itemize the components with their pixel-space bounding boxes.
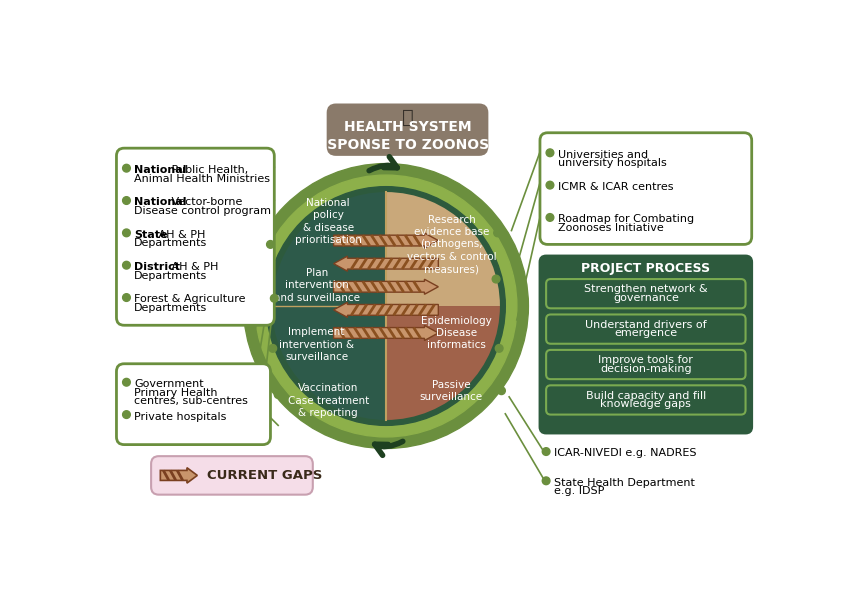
Text: Implement
intervention &
surveillance: Implement intervention & surveillance bbox=[279, 327, 354, 362]
Text: Improve tools for: Improve tools for bbox=[598, 355, 693, 365]
FancyBboxPatch shape bbox=[539, 133, 751, 244]
Circle shape bbox=[255, 175, 516, 437]
Text: 🦟: 🦟 bbox=[401, 108, 413, 127]
Text: Strengthen network &: Strengthen network & bbox=[584, 285, 707, 295]
Text: ICAR-NIVEDI e.g. NADRES: ICAR-NIVEDI e.g. NADRES bbox=[553, 448, 695, 458]
Circle shape bbox=[123, 294, 130, 301]
Text: HEALTH SYSTEM
RESPONSE TO ZOONOSES: HEALTH SYSTEM RESPONSE TO ZOONOSES bbox=[307, 120, 508, 152]
Circle shape bbox=[545, 181, 553, 189]
Text: National: National bbox=[134, 197, 187, 208]
Text: Disease control program: Disease control program bbox=[134, 206, 271, 216]
Circle shape bbox=[492, 275, 499, 283]
Circle shape bbox=[545, 213, 553, 221]
Text: Roadmap for Combating: Roadmap for Combating bbox=[557, 215, 693, 224]
Text: Private hospitals: Private hospitals bbox=[134, 412, 227, 422]
Text: State Health Department: State Health Department bbox=[553, 478, 694, 487]
Circle shape bbox=[123, 197, 130, 205]
Text: university hospitals: university hospitals bbox=[557, 158, 665, 168]
Circle shape bbox=[545, 149, 553, 157]
Circle shape bbox=[267, 187, 504, 425]
Circle shape bbox=[123, 378, 130, 386]
Text: Vector-borne: Vector-borne bbox=[168, 197, 242, 208]
Text: centres, sub-centres: centres, sub-centres bbox=[134, 396, 248, 406]
Text: Forest & Agriculture: Forest & Agriculture bbox=[134, 295, 245, 304]
Circle shape bbox=[274, 391, 282, 398]
Text: Understand drivers of: Understand drivers of bbox=[584, 320, 705, 330]
Text: District: District bbox=[134, 262, 180, 272]
FancyBboxPatch shape bbox=[545, 350, 745, 379]
Text: Primary Health: Primary Health bbox=[134, 388, 217, 398]
FancyBboxPatch shape bbox=[545, 314, 745, 344]
Text: Passive
surveillance: Passive surveillance bbox=[419, 380, 482, 402]
Circle shape bbox=[243, 164, 527, 448]
FancyArrow shape bbox=[333, 326, 438, 340]
FancyBboxPatch shape bbox=[326, 104, 488, 156]
Text: Zoonoses Initiative: Zoonoses Initiative bbox=[557, 223, 663, 233]
Text: Public Health,: Public Health, bbox=[168, 165, 248, 175]
Circle shape bbox=[123, 164, 130, 172]
Text: Build capacity and fill: Build capacity and fill bbox=[585, 391, 705, 401]
FancyBboxPatch shape bbox=[151, 456, 313, 495]
FancyBboxPatch shape bbox=[545, 279, 745, 308]
Wedge shape bbox=[272, 192, 385, 420]
Text: knowledge gaps: knowledge gaps bbox=[600, 399, 690, 409]
Text: National: National bbox=[134, 165, 187, 175]
Text: AH & PH: AH & PH bbox=[155, 229, 205, 240]
FancyArrow shape bbox=[333, 302, 438, 317]
Circle shape bbox=[267, 241, 274, 248]
Wedge shape bbox=[385, 306, 499, 420]
Circle shape bbox=[268, 345, 276, 352]
Circle shape bbox=[123, 411, 130, 419]
Text: Research
evidence base
(pathogens,
vectors & control
measures): Research evidence base (pathogens, vecto… bbox=[406, 215, 496, 274]
FancyBboxPatch shape bbox=[117, 364, 270, 445]
Text: Animal Health Ministries: Animal Health Ministries bbox=[134, 174, 270, 184]
Circle shape bbox=[542, 448, 550, 455]
FancyArrow shape bbox=[333, 279, 438, 294]
Text: Departments: Departments bbox=[134, 270, 207, 280]
Text: Universities and: Universities and bbox=[557, 149, 647, 160]
FancyBboxPatch shape bbox=[117, 148, 274, 325]
Text: AH & PH: AH & PH bbox=[168, 262, 218, 272]
Circle shape bbox=[493, 229, 501, 237]
Text: e.g. IDSP: e.g. IDSP bbox=[553, 486, 603, 496]
Text: PROJECT PROCESS: PROJECT PROCESS bbox=[580, 262, 710, 275]
Circle shape bbox=[123, 262, 130, 269]
Text: Vaccination
Case treatment
& reporting: Vaccination Case treatment & reporting bbox=[287, 383, 368, 418]
Text: ICMR & ICAR centres: ICMR & ICAR centres bbox=[557, 182, 672, 192]
Text: State: State bbox=[134, 229, 168, 240]
FancyArrow shape bbox=[333, 256, 438, 271]
FancyArrow shape bbox=[333, 233, 438, 248]
Circle shape bbox=[495, 345, 503, 352]
Circle shape bbox=[123, 229, 130, 237]
Text: governance: governance bbox=[613, 293, 678, 303]
Text: CURRENT GAPS: CURRENT GAPS bbox=[206, 469, 321, 482]
Text: Plan
intervention
and surveillance: Plan intervention and surveillance bbox=[273, 268, 360, 302]
FancyBboxPatch shape bbox=[545, 385, 745, 415]
Text: Departments: Departments bbox=[134, 238, 207, 248]
Text: Epidemiology
Disease
informatics: Epidemiology Disease informatics bbox=[421, 315, 492, 350]
Circle shape bbox=[497, 387, 504, 394]
Wedge shape bbox=[385, 192, 499, 306]
Circle shape bbox=[270, 295, 278, 302]
Text: Government: Government bbox=[134, 379, 204, 389]
Text: emergence: emergence bbox=[613, 329, 676, 339]
Circle shape bbox=[542, 477, 550, 484]
Text: National
policy
& disease
prioritisation: National policy & disease prioritisation bbox=[295, 197, 361, 245]
FancyArrow shape bbox=[160, 468, 197, 483]
Text: decision-making: decision-making bbox=[599, 364, 691, 374]
Text: Departments: Departments bbox=[134, 303, 207, 313]
FancyBboxPatch shape bbox=[539, 256, 751, 433]
